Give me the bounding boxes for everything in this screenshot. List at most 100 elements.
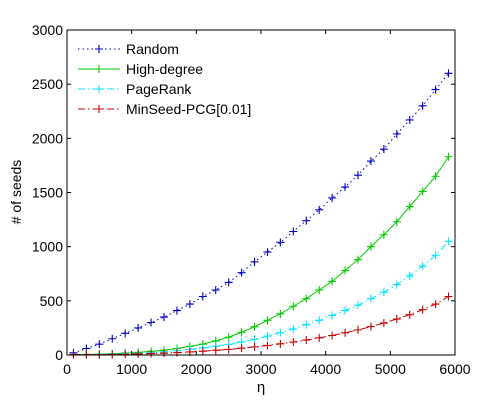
data-point [392,130,401,138]
data-point [147,318,156,327]
legend-marker [95,105,103,113]
y-axis-label: # of seeds [8,160,24,225]
legend-entry: Random [78,41,179,57]
data-point [379,288,388,297]
data-point [379,230,388,239]
data-point [121,350,130,359]
data-point [134,323,143,332]
data-point [302,336,311,345]
data-point [418,262,427,271]
legend-entry: PageRank [78,81,192,97]
data-point [444,152,453,161]
legend-label: MinSeed-PCG[0.01] [126,101,251,117]
data-point [366,322,375,331]
legend: Random High-degree PageRank MinSeed-PCG[0.0… [78,41,251,117]
legend-label: Random [126,41,179,57]
data-point [211,346,220,355]
data-point [224,333,233,342]
x-tick-label: 0 [63,361,71,377]
x-tick-label: 3000 [245,361,276,377]
data-point [405,115,414,124]
series-line [73,73,449,354]
data-point [250,335,259,344]
data-point [354,325,362,334]
y-tick-label: 2500 [32,76,63,92]
legend-marker [95,65,103,73]
data-point [341,306,350,315]
data-point [354,301,362,310]
data-point [121,329,130,338]
data-point [276,339,285,348]
data-point [341,328,350,337]
data-point [134,349,143,358]
data-point [250,257,259,266]
data-point [431,300,440,309]
data-point [341,266,350,275]
y-tick-label: 1000 [32,239,63,255]
x-tick-label: 2000 [181,361,212,377]
data-point [405,310,414,319]
data-point [237,344,246,353]
data-point [147,349,156,358]
data-point [405,271,414,280]
data-point [237,328,246,337]
legend-marker [95,85,103,93]
data-point [405,202,414,211]
data-point [392,315,401,324]
data-point [302,320,311,329]
data-point [379,145,388,154]
data-point [418,187,427,196]
data-point [185,300,194,309]
x-tick-label: 4000 [310,361,341,377]
y-tick-label: 1500 [32,185,63,201]
data-point [160,349,168,358]
data-point [263,248,272,257]
data-point [289,227,298,236]
data-point [289,338,298,346]
data-point [366,242,375,251]
data-point [418,101,427,110]
data-point [160,313,168,322]
data-point [341,183,350,192]
legend-entry: MinSeed-PCG[0.01] [78,101,251,117]
data-point [354,171,362,180]
data-point [379,319,388,328]
data-point [250,322,259,331]
data-point [198,292,207,301]
data-point [276,238,285,247]
data-point [198,347,207,356]
y-tick-label: 2000 [32,130,63,146]
data-point [444,237,453,246]
data-point [263,341,272,350]
data-point [263,316,272,325]
plot-area-background [67,30,455,355]
y-tick-label: 0 [55,347,63,363]
data-point [431,85,440,94]
data-point [328,193,337,202]
series-layer [69,69,453,359]
data-point [315,316,324,325]
data-point [263,332,272,341]
data-point [366,294,375,303]
data-point [289,325,298,333]
data-point [172,306,181,315]
data-point [237,268,246,277]
data-point [315,205,324,214]
data-point [418,305,427,314]
series-0 [69,69,453,357]
data-point [95,340,104,349]
data-point [354,255,362,264]
data-point [366,157,375,166]
data-point [392,217,401,226]
data-point [431,251,440,260]
x-axis-label: η [257,379,265,396]
data-point [302,216,311,225]
data-point [431,172,440,181]
y-axis: 0 500 1000 1500 2000 2500 3000 [32,22,455,363]
legend-label: PageRank [126,81,192,97]
data-point [211,286,220,294]
data-point [224,278,233,287]
x-tick-label: 1000 [116,361,147,377]
legend-entry: High-degree [78,61,203,77]
